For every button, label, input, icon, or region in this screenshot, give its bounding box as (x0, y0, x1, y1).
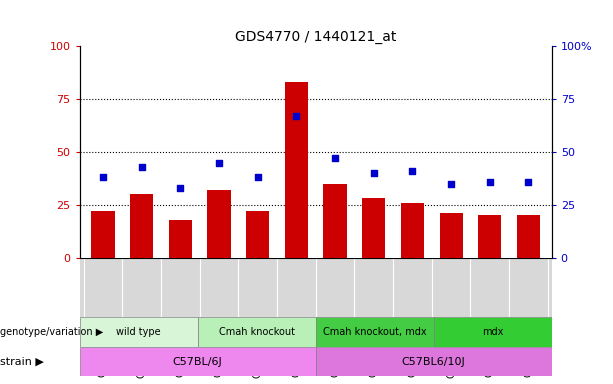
Title: GDS4770 / 1440121_at: GDS4770 / 1440121_at (235, 30, 397, 44)
Bar (80, 317, 197, 347)
Bar (440, 214, 463, 258)
Text: wild type: wild type (116, 327, 161, 337)
Point (330, 155, 340, 161)
Point (446, 180, 456, 187)
Text: strain ▶: strain ▶ (0, 356, 44, 366)
Bar (324, 184, 346, 258)
Bar (169, 220, 192, 258)
Text: Cmah knockout, mdx: Cmah knockout, mdx (323, 327, 427, 337)
Bar (478, 215, 501, 258)
Bar (517, 215, 540, 258)
Point (214, 159, 224, 166)
Text: Cmah knockout: Cmah knockout (219, 327, 295, 337)
Bar (362, 199, 386, 258)
Point (137, 164, 147, 170)
Bar (207, 190, 230, 258)
Bar (246, 211, 269, 258)
Text: genotype/variation ▶: genotype/variation ▶ (0, 327, 103, 337)
Point (98, 174, 108, 180)
Point (524, 179, 533, 185)
Point (408, 168, 417, 174)
Bar (316, 347, 552, 376)
Point (369, 170, 379, 176)
Bar (80, 347, 316, 376)
Bar (197, 317, 316, 347)
Bar (434, 317, 552, 347)
Bar (401, 203, 424, 258)
Bar (91, 211, 115, 258)
Point (291, 113, 301, 119)
Point (175, 185, 185, 191)
Bar (130, 194, 153, 258)
Point (253, 174, 262, 180)
Bar (316, 317, 434, 347)
Text: C57BL/6J: C57BL/6J (173, 356, 223, 366)
Bar (285, 82, 308, 258)
Point (485, 179, 495, 185)
Text: mdx: mdx (482, 327, 503, 337)
Text: C57BL6/10J: C57BL6/10J (402, 356, 465, 366)
